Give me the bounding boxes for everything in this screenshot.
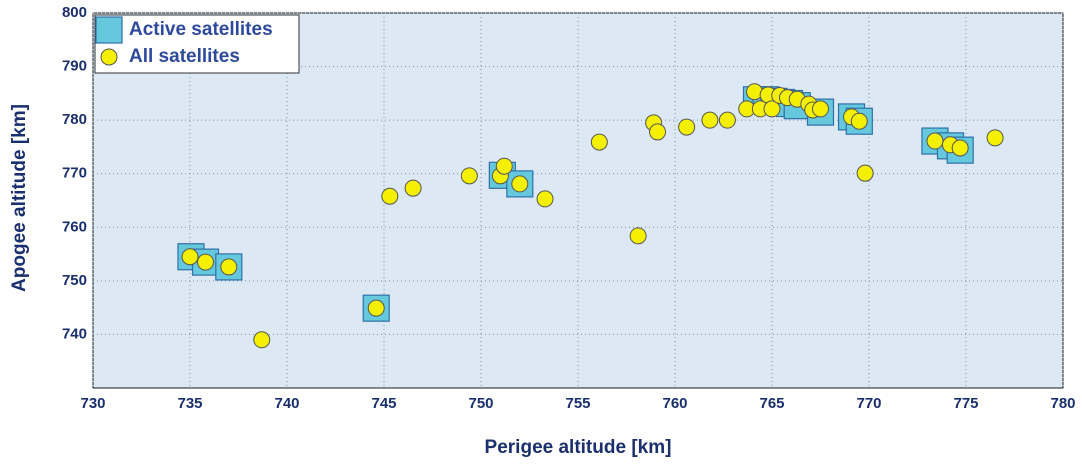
circle-marker — [381, 187, 399, 205]
circle-marker — [649, 123, 667, 141]
legend-label: Active satellites — [129, 19, 273, 40]
circle-marker — [181, 248, 199, 266]
x-tick-label: 780 — [1050, 395, 1075, 412]
x-tick-label: 765 — [759, 395, 784, 412]
y-tick-label: 770 — [62, 165, 87, 182]
circle-marker — [629, 227, 647, 245]
circle-marker — [197, 253, 215, 271]
circle-marker — [856, 164, 874, 182]
x-tick-label: 760 — [662, 395, 687, 412]
circle-marker — [253, 331, 271, 349]
y-axis-label: Apogee altitude [km] — [9, 104, 30, 292]
circle-marker — [536, 190, 554, 208]
circle-marker — [100, 48, 118, 66]
x-tick-label: 755 — [565, 395, 590, 412]
circle-marker — [367, 299, 385, 317]
x-tick-label: 730 — [80, 395, 105, 412]
square-marker — [95, 16, 123, 44]
circle-marker — [678, 118, 696, 136]
x-tick-label: 750 — [468, 395, 493, 412]
x-tick-label: 735 — [177, 395, 202, 412]
y-tick-label: 750 — [62, 272, 87, 289]
x-tick-label: 745 — [371, 395, 396, 412]
circle-marker — [763, 100, 781, 118]
y-tick-label: 780 — [62, 111, 87, 128]
circle-marker — [590, 133, 608, 151]
x-tick-label: 775 — [953, 395, 978, 412]
y-tick-label: 760 — [62, 218, 87, 235]
circle-marker — [404, 179, 422, 197]
circle-marker — [220, 258, 238, 276]
circle-marker — [701, 111, 719, 129]
legend-label: All satellites — [129, 46, 240, 67]
y-tick-label: 790 — [62, 58, 87, 75]
y-tick-label: 800 — [62, 4, 87, 21]
x-axis-label: Perigee altitude [km] — [485, 437, 672, 458]
circle-marker — [460, 167, 478, 185]
circle-marker — [850, 112, 868, 130]
circle-marker — [926, 132, 944, 150]
circle-marker — [495, 157, 513, 175]
x-tick-label: 770 — [856, 395, 881, 412]
circle-marker — [951, 139, 969, 157]
circle-marker — [718, 111, 736, 129]
y-tick-label: 740 — [62, 325, 87, 342]
x-tick-label: 740 — [274, 395, 299, 412]
legend-box — [94, 14, 300, 74]
circle-marker — [986, 129, 1004, 147]
circle-marker — [511, 175, 529, 193]
circle-marker — [812, 100, 829, 118]
